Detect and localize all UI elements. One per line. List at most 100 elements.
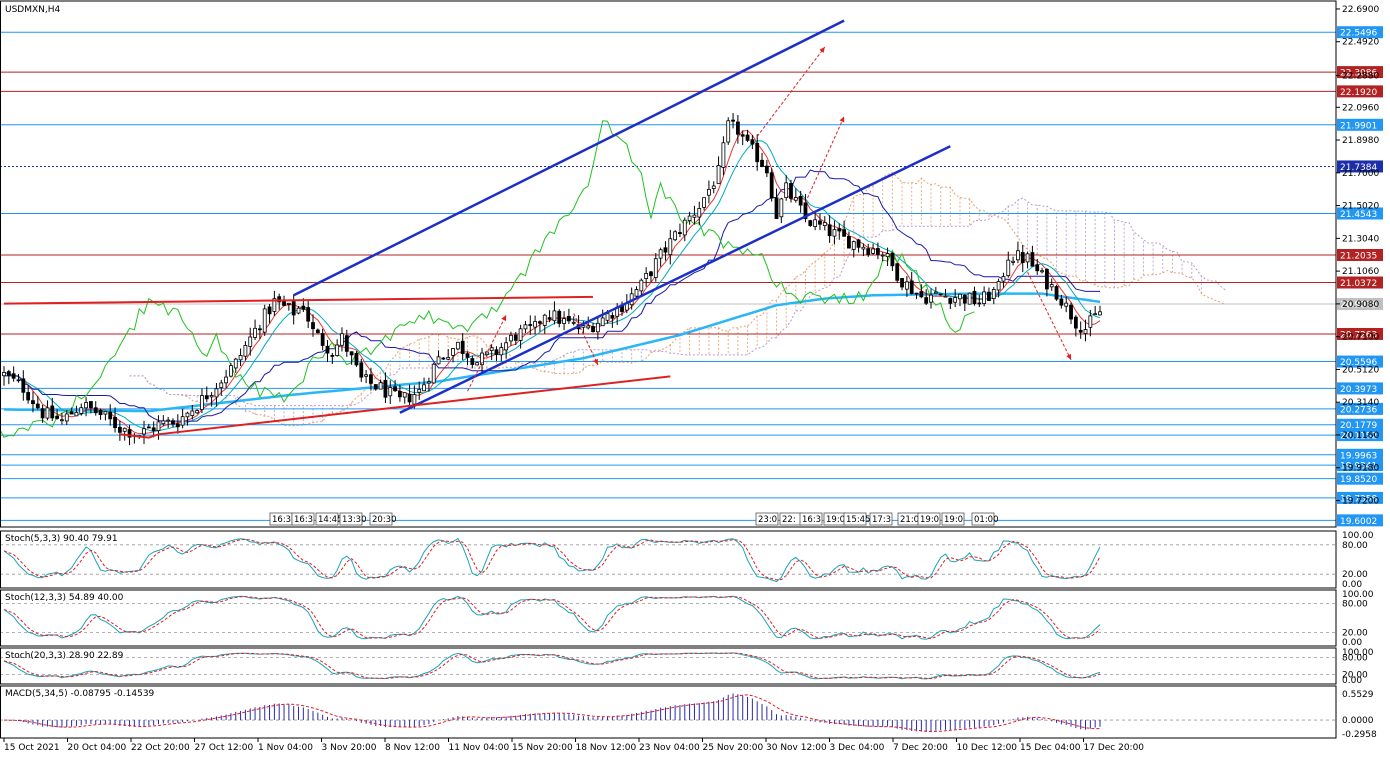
candle-body	[1030, 252, 1035, 267]
horizontal-levels: 22.5496 22.3086 22.1920 21.9901 21.7384 21.45…	[0, 26, 1383, 527]
candle-body	[658, 249, 663, 259]
candle-body	[383, 379, 388, 398]
osc-axis-label: 80.00	[1342, 541, 1368, 551]
candle-body	[538, 321, 542, 324]
candle-body	[586, 325, 591, 329]
candle-body	[991, 289, 996, 300]
candle-body	[277, 296, 282, 303]
level-tag-label-6: 21.2035	[1340, 251, 1377, 261]
time-tick-label: 22 Oct 20:00	[131, 743, 190, 753]
macd-axis-label: 0.0000	[1342, 716, 1374, 726]
candle-body	[229, 365, 233, 377]
candle-body	[904, 281, 909, 290]
candle-body	[455, 341, 460, 350]
level-tag-label-15: 19.9963	[1340, 451, 1377, 461]
candle-body	[557, 310, 562, 324]
candle-body	[1011, 260, 1015, 263]
candle-body	[446, 357, 451, 360]
candle-body	[1040, 270, 1044, 273]
level-tag-17	[1337, 472, 1383, 485]
time-box	[971, 512, 995, 526]
candle-body	[591, 326, 595, 333]
candle-body	[895, 263, 900, 281]
candle-body	[282, 300, 286, 306]
forecast-arrow-head	[593, 358, 598, 365]
time-box-label: 19:0	[920, 515, 939, 525]
symbol-title: USDMXN,H4	[5, 5, 61, 15]
macd-axis-label: 0.5529	[1342, 690, 1374, 700]
candle-body	[74, 411, 79, 417]
time-box	[755, 512, 779, 526]
level-tag-label-12: 20.2736	[1340, 405, 1377, 415]
price-tick-label: 21.8980	[1342, 136, 1379, 146]
time-tick-label: 15 Dec 04:00	[1020, 743, 1081, 753]
level-tag-label-2: 22.1920	[1340, 88, 1377, 98]
candle-body	[233, 358, 238, 369]
level-tag-14	[1337, 429, 1383, 442]
candle-body	[84, 402, 88, 409]
time-box	[917, 512, 941, 526]
candle-body	[1069, 304, 1073, 320]
time-box-label: 19:0	[826, 515, 845, 525]
candle-body	[779, 198, 784, 218]
level-tag-9	[1337, 327, 1383, 340]
time-tick-label: 15 Oct 2021	[4, 743, 60, 753]
time-tick-label: 3 Nov 20:00	[322, 743, 377, 753]
forecast-arrow-head	[819, 47, 825, 53]
candle-body	[475, 362, 480, 366]
candle-body	[909, 280, 914, 294]
forecast-arrow-line	[756, 46, 826, 137]
stoch-d-line	[3, 538, 1101, 581]
price-tick-label: 21.1060	[1342, 267, 1379, 277]
candle-body	[166, 419, 171, 422]
level-tag-label-7: 21.0372	[1340, 279, 1377, 289]
level-tag-label-18: 19.7358	[1340, 494, 1377, 504]
candle-body	[803, 202, 808, 219]
time-box	[369, 512, 393, 526]
candle-body	[595, 322, 600, 333]
level-tag-8	[1337, 297, 1383, 310]
candle-body	[257, 328, 262, 331]
candle-body	[1006, 259, 1011, 277]
level-tag-label-4: 21.7384	[1340, 163, 1377, 173]
time-tick-label: 7 Dec 20:00	[893, 743, 948, 753]
candle-body	[851, 241, 856, 250]
price-tick-label: 21.7000	[1342, 169, 1379, 179]
candle-body	[987, 291, 991, 301]
candle-body	[687, 215, 692, 222]
candle-body	[837, 228, 842, 232]
candle-body	[711, 185, 716, 189]
candle-body	[262, 308, 267, 333]
candle-body	[880, 254, 885, 257]
candle-body	[634, 289, 639, 297]
time-tick-label: 15 Nov 20:00	[512, 743, 573, 753]
stoch-k-line	[3, 595, 1101, 640]
level-tag-label-0: 22.5496	[1340, 29, 1377, 39]
candle-body	[21, 378, 26, 393]
candle-body	[248, 336, 253, 347]
candles	[2, 113, 1102, 446]
candle-body	[393, 386, 397, 392]
candle-body	[31, 400, 35, 405]
level-tag-label-16: 19.9341	[1340, 462, 1377, 472]
candle-body	[122, 427, 127, 432]
candle-body	[967, 292, 972, 305]
candle-body	[726, 120, 731, 143]
panel-frame-2	[0, 647, 1337, 685]
chikou-span	[0, 120, 975, 438]
candle-body	[93, 407, 98, 414]
time-tick-label: 23 Nov 04:00	[639, 743, 700, 753]
candle-body	[335, 344, 340, 356]
candle-body	[11, 373, 16, 379]
level-tag-15	[1337, 448, 1383, 461]
candle-body	[731, 119, 735, 122]
time-box	[843, 512, 867, 526]
candle-body	[943, 295, 948, 298]
candle-body	[958, 293, 962, 300]
candle-body	[542, 314, 547, 326]
macd-title: MACD(5,34,5) -0.08795 -0.14539	[5, 689, 155, 699]
price-tick-label: 21.5020	[1342, 202, 1379, 212]
time-box-label: 19:0	[944, 515, 963, 525]
kijun-line	[4, 169, 1100, 422]
